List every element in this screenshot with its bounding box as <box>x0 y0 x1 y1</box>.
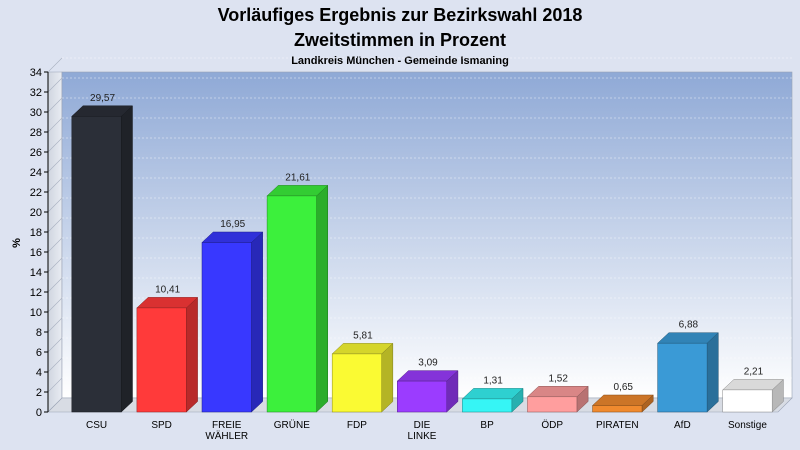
bar-front <box>397 380 447 413</box>
bar-6 <box>461 387 524 413</box>
category-label: FREIE <box>212 420 242 431</box>
category-label: PIRATEN <box>596 420 639 431</box>
left-wall <box>47 71 63 413</box>
bar-0 <box>71 105 134 413</box>
y-tick-label: 32 <box>30 87 42 99</box>
y-tick-label: 4 <box>36 367 42 379</box>
bar-side <box>316 184 329 413</box>
category-label: DIE <box>414 420 431 431</box>
gridline-wall <box>47 197 63 213</box>
gridline-wall <box>47 337 63 353</box>
y-tick-label: 12 <box>30 287 42 299</box>
bar-side <box>121 105 133 413</box>
gridline-wall <box>47 237 63 253</box>
gridline-wall <box>47 117 63 133</box>
gridline-wall <box>47 317 63 333</box>
bar-side <box>251 231 263 413</box>
gridline-wall <box>47 77 63 93</box>
category-label: ÖDP <box>541 419 563 431</box>
y-tick-label: 26 <box>30 147 42 159</box>
gridline-wall <box>47 97 63 113</box>
y-tick-label: 24 <box>30 167 42 179</box>
bar-front <box>331 353 382 413</box>
value-label: 29,57 <box>90 93 115 104</box>
gridline-wall <box>47 377 63 393</box>
bar-front <box>657 342 708 413</box>
value-label: 1,52 <box>548 373 568 384</box>
bar-2 <box>201 231 264 413</box>
y-tick-label: 16 <box>30 247 42 259</box>
gridline-wall <box>47 277 63 293</box>
value-label: 0,65 <box>614 382 634 393</box>
gridline-wall <box>47 57 63 73</box>
gridline-wall <box>47 297 63 313</box>
y-axis-label: % <box>11 238 23 248</box>
plot-area: 024681012141618202224262830323429,57CSU1… <box>30 57 793 442</box>
y-tick-label: 34 <box>30 67 42 79</box>
gridline-wall <box>47 137 63 153</box>
value-label: 6,88 <box>679 320 699 331</box>
category-label: CSU <box>86 420 107 431</box>
chart-subtitle: Landkreis München - Gemeinde Ismaning <box>291 55 509 67</box>
y-tick-label: 28 <box>30 127 42 139</box>
y-tick-label: 2 <box>36 387 42 399</box>
value-label: 21,61 <box>285 172 310 183</box>
gridline-wall <box>47 257 63 273</box>
y-tick-label: 30 <box>30 107 42 119</box>
category-label: Sonstige <box>728 420 767 431</box>
category-label: FDP <box>347 420 367 431</box>
gridline-wall <box>47 157 63 173</box>
gridline-wall <box>47 177 63 193</box>
y-tick-label: 10 <box>30 307 42 319</box>
bar-front <box>71 116 122 413</box>
y-tick-label: 14 <box>30 267 42 279</box>
bar-side <box>706 332 719 413</box>
value-label: 2,21 <box>744 366 764 377</box>
y-tick-label: 20 <box>30 207 42 219</box>
bar-side <box>381 342 394 413</box>
bar-10 <box>722 378 785 413</box>
y-tick-label: 0 <box>36 407 42 419</box>
category-label: AfD <box>674 420 691 431</box>
bar-5 <box>396 370 459 413</box>
bar-front <box>722 389 773 413</box>
bar-3 <box>266 184 329 413</box>
bar-9 <box>656 332 719 413</box>
value-label: 5,81 <box>353 330 373 341</box>
y-tick-label: 22 <box>30 187 42 199</box>
chart-title: Vorläufiges Ergebnis zur Bezirkswahl 201… <box>218 5 583 25</box>
value-label: 10,41 <box>155 284 180 295</box>
category-label: GRÜNE <box>274 419 310 431</box>
bar-4 <box>331 342 394 413</box>
value-label: 1,31 <box>483 375 503 386</box>
bar-front <box>136 307 187 413</box>
value-label: 3,09 <box>418 358 438 369</box>
gridline-wall <box>47 357 63 373</box>
category-label: WÄHLER <box>205 430 248 442</box>
category-label: SPD <box>151 420 172 431</box>
chart-title-line2: Zweitstimmen in Prozent <box>294 30 506 50</box>
y-tick-label: 6 <box>36 347 42 359</box>
bar-front <box>527 396 578 413</box>
bar-7 <box>526 385 589 413</box>
bar-front <box>592 405 643 413</box>
bar-1 <box>136 296 199 413</box>
y-tick-label: 8 <box>36 327 42 339</box>
value-label: 16,95 <box>220 219 245 230</box>
category-label: LINKE <box>408 431 437 442</box>
bar-front <box>266 195 317 413</box>
bar-front <box>462 398 513 413</box>
bar-side <box>186 296 198 413</box>
bar-8 <box>591 394 654 413</box>
bar-front <box>201 242 252 413</box>
gridline-wall <box>47 217 63 233</box>
y-tick-label: 18 <box>30 227 42 239</box>
category-label: BP <box>480 420 494 431</box>
